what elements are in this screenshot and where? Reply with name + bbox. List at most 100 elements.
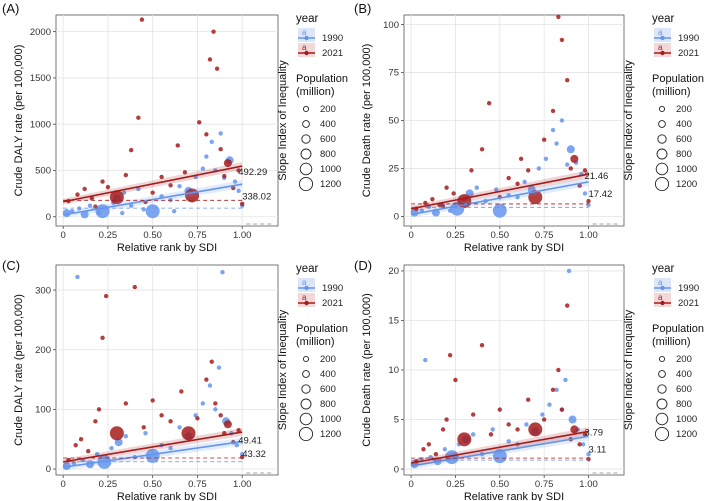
legend-size-label: 1200 <box>320 429 341 440</box>
data-point-1990 <box>218 131 223 136</box>
data-point-2021 <box>479 343 485 348</box>
legend-size-circle <box>655 162 669 176</box>
fit-line-1990 <box>410 181 589 216</box>
legend-size-label: 800 <box>320 399 336 410</box>
data-point-1990 <box>69 208 75 214</box>
legend-size-circle <box>655 412 669 426</box>
data-point-1990 <box>506 439 511 444</box>
x-axis-label: Relative rank by SDI <box>464 242 564 254</box>
y-tick-label: 10 <box>388 365 399 376</box>
y-tick-label: 200 <box>35 345 51 356</box>
x-axis-label: Relative rank by SDI <box>464 491 564 501</box>
legend-size-circle <box>302 105 310 113</box>
legend-size-label: 200 <box>676 104 692 115</box>
y-tick-label: 5 <box>394 415 399 426</box>
data-point-2021 <box>204 132 209 137</box>
legend-size-label: 400 <box>320 369 336 380</box>
data-point-1990 <box>543 156 549 162</box>
slope-value-2021: 49.41 <box>238 436 262 447</box>
data-point-2021 <box>100 179 105 184</box>
data-point-2021 <box>550 108 556 114</box>
x-tick-label: 0.25 <box>99 230 118 241</box>
legend-size-label: 200 <box>676 354 692 365</box>
legend-size-label: 600 <box>676 384 692 395</box>
data-point-2021 <box>444 185 449 190</box>
data-point-2021 <box>93 419 98 424</box>
x-tick-label: 0 <box>408 230 413 241</box>
fit-line-1990 <box>63 440 243 469</box>
y-tick-label: 2000 <box>30 27 51 38</box>
slope-value-2021: 21.46 <box>585 171 609 182</box>
legend-population-unit: (million) <box>652 86 691 98</box>
x-tick-label: 1.00 <box>579 230 598 241</box>
y-tick-label: 0 <box>46 212 51 223</box>
data-point-2021 <box>75 192 80 197</box>
y-tick-label: 15 <box>388 316 399 327</box>
legend-year-title: year <box>296 263 319 275</box>
legend-size-circle <box>301 384 311 394</box>
legend-size-circle <box>298 426 314 442</box>
legend-key-glyph: a <box>302 293 307 302</box>
data-point-1990 <box>177 184 182 189</box>
data-point-2021 <box>168 419 173 424</box>
legend-year-1990: 1990 <box>322 33 343 44</box>
data-point-2021 <box>556 367 561 373</box>
data-point-2021 <box>159 174 164 180</box>
right-axis-label: Slope Index of Inequality <box>623 309 635 430</box>
x-axis-label: Relative rank by SDI <box>117 242 217 254</box>
data-point-2021 <box>430 196 435 202</box>
data-point-2021 <box>453 377 458 383</box>
y-tick-label: 25 <box>388 164 399 175</box>
legend-key-glyph: a <box>302 278 307 287</box>
legend-size-label: 200 <box>320 104 336 115</box>
panel-2: 0 0.25 0.50 0.75 1.00 0 25 50 75 100 21.46 17.42 Rel… <box>354 1 704 254</box>
data-point-2021 <box>109 190 124 205</box>
data-point-1990 <box>80 210 89 219</box>
legend-size-circle <box>300 398 312 410</box>
x-tick-label: 0.50 <box>491 479 510 490</box>
legend-key-glyph: a <box>658 28 663 37</box>
data-point-2021 <box>239 201 245 206</box>
legend-size-circle <box>302 355 310 363</box>
panel-1: 0 0.25 0.50 0.75 1.00 0 500 1000 1500 2000 492.29 3… <box>2 1 348 254</box>
data-point-1990 <box>554 141 559 146</box>
x-tick-label: 0.50 <box>491 230 510 241</box>
x-tick-label: 0.50 <box>143 230 162 241</box>
legend-size-label: 400 <box>676 119 692 130</box>
data-point-2021 <box>181 426 196 441</box>
data-point-1990 <box>474 185 479 190</box>
data-point-2021 <box>123 172 129 178</box>
data-point-2021 <box>105 184 111 190</box>
fit-line-1990 <box>63 183 243 216</box>
data-point-2021 <box>451 191 456 196</box>
legend-size-circle <box>658 105 666 113</box>
data-point-2021 <box>457 432 472 447</box>
legend-year-2021: 2021 <box>678 298 699 309</box>
data-point-2021 <box>582 168 588 173</box>
data-point-2021 <box>213 401 218 406</box>
legend-size-circle <box>657 134 667 144</box>
data-point-1990 <box>128 203 134 208</box>
data-point-1990 <box>143 431 148 436</box>
panel-3: 0 0.25 0.50 0.75 1.00 0 100 200 300 49.41 43.32 Rel… <box>2 258 348 501</box>
data-point-2021 <box>195 416 200 421</box>
y-axis-label: Crude DALY rate (per 100,000) <box>13 45 25 197</box>
data-point-2021 <box>582 432 588 437</box>
legend-population-unit: (million) <box>296 336 335 348</box>
legend-size-label: 1000 <box>320 414 341 425</box>
data-point-1990 <box>120 210 125 216</box>
panel-label: (A) <box>2 1 19 16</box>
legend-size-label: 400 <box>676 369 692 380</box>
legend-key-dot-2021 <box>660 50 665 56</box>
data-point-2021 <box>207 57 213 62</box>
x-tick-label: 1.00 <box>579 479 598 490</box>
data-point-2021 <box>550 387 556 393</box>
data-point-2021 <box>204 377 209 382</box>
x-tick-label: 0 <box>61 479 66 490</box>
legend-size-label: 400 <box>320 119 336 130</box>
legend-key-glyph: a <box>658 278 663 287</box>
right-axis-label: Slope Index of Inequality <box>277 60 289 181</box>
data-point-1990 <box>87 203 93 208</box>
data-point-1990 <box>75 274 80 280</box>
